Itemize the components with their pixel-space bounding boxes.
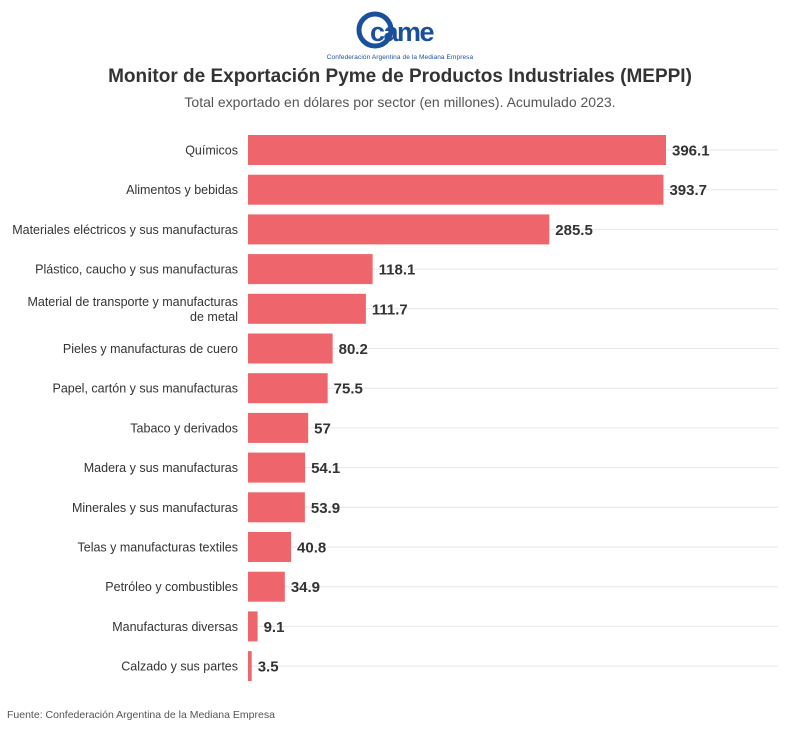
bar: [248, 651, 252, 682]
category-label-line: Tabaco y derivados: [130, 421, 238, 435]
bar-chart: 396.1 Químicos 393.7 Alimentos y bebidas 285…: [12, 135, 778, 682]
bar: [248, 412, 309, 443]
data-label: 3.5: [258, 659, 279, 676]
bar: [248, 492, 305, 523]
bar: [248, 174, 664, 205]
category-label: Telas y manufacturas textiles: [78, 541, 239, 555]
data-label: 53.9: [311, 500, 340, 517]
data-label: 9.1: [264, 619, 285, 636]
chart-title: Monitor de Exportación Pyme de Productos…: [108, 66, 692, 87]
data-label: 80.2: [339, 341, 368, 358]
data-label: 285.5: [555, 222, 593, 239]
category-label: Petróleo y combustibles: [105, 580, 238, 594]
category-label: Madera y sus manufacturas: [84, 461, 238, 475]
category-label: Plástico, caucho y sus manufacturas: [35, 263, 238, 277]
category-label: Papel, cartón y sus manufacturas: [52, 382, 238, 396]
category-label: Químicos: [185, 144, 238, 158]
logo-subtitle: Confederación Argentina de la Mediana Em…: [326, 54, 474, 61]
data-label: 75.5: [334, 381, 363, 398]
data-label: 111.7: [372, 301, 408, 318]
category-label: Tabaco y derivados: [130, 421, 238, 435]
bar: [248, 293, 366, 324]
source-note: Fuente: Confederación Argentina de la Me…: [7, 709, 275, 721]
bar: [248, 373, 328, 404]
bar: [248, 571, 285, 602]
category-label: Manufacturas diversas: [112, 620, 238, 634]
category-label-line: Madera y sus manufacturas: [84, 461, 238, 475]
data-label: 54.1: [311, 460, 340, 477]
category-label-line: Calzado y sus partes: [121, 660, 238, 674]
category-label: Alimentos y bebidas: [126, 183, 238, 197]
data-label: 118.1: [379, 262, 416, 279]
bar: [248, 254, 373, 285]
came-logo: came Confederación Argentina de la Media…: [0, 8, 800, 64]
data-label: 396.1: [672, 143, 710, 160]
bar: [248, 611, 258, 642]
data-label: 34.9: [291, 579, 320, 596]
category-label: Material de transporte y manufacturas de …: [27, 295, 238, 324]
category-label-line: Manufacturas diversas: [112, 620, 238, 634]
data-label: 40.8: [297, 540, 326, 557]
category-label-line: Plástico, caucho y sus manufacturas: [35, 263, 238, 277]
category-label: Minerales y sus manufacturas: [72, 501, 238, 515]
category-label-line: Alimentos y bebidas: [126, 183, 238, 197]
bar: [248, 135, 666, 165]
data-label: 57: [314, 420, 331, 437]
category-label: Calzado y sus partes: [121, 660, 238, 674]
bar: [248, 214, 550, 245]
category-label-line: Químicos: [185, 144, 238, 158]
category-label-line: Telas y manufacturas textiles: [78, 541, 239, 555]
logo-wordmark: came: [370, 17, 435, 47]
category-label: Pieles y manufacturas de cuero: [63, 342, 238, 356]
category-label-line: de metal: [190, 310, 238, 324]
data-label: 393.7: [669, 182, 707, 199]
category-label-line: Papel, cartón y sus manufacturas: [52, 382, 238, 396]
category-label-line: Material de transporte y manufacturas: [27, 295, 238, 309]
bar: [248, 532, 292, 562]
came-logo-mark: came: [356, 11, 436, 49]
category-label-line: Materiales eléctricos y sus manufacturas: [12, 223, 238, 237]
category-label-line: Minerales y sus manufacturas: [72, 501, 238, 515]
bar: [248, 333, 333, 364]
bar: [248, 452, 306, 483]
chart-subtitle: Total exportado en dólares por sector (e…: [184, 94, 616, 110]
logo-ring-icon: [356, 11, 394, 49]
category-label-line: Pieles y manufacturas de cuero: [63, 342, 238, 356]
category-label: Materiales eléctricos y sus manufacturas: [12, 223, 238, 237]
category-label-line: Petróleo y combustibles: [105, 580, 238, 594]
